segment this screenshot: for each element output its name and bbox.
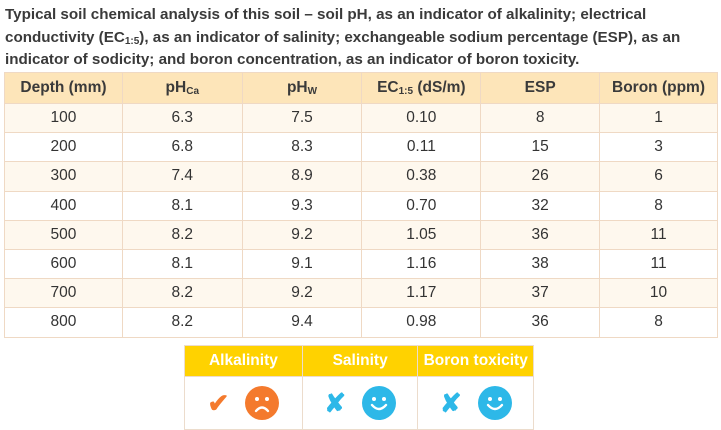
happy-face-icon: [477, 386, 512, 420]
table-cell: 36: [480, 219, 601, 250]
table-cell: 8.2: [121, 278, 243, 309]
table-cell: 8.3: [241, 132, 363, 163]
table-cell: 8: [599, 190, 718, 221]
table-cell: 0.11: [361, 132, 482, 163]
table-cell: 11: [599, 219, 718, 250]
table-cell: 8.1: [121, 190, 243, 221]
table-row: 500 8.2 9.2 1.05 36 11: [4, 219, 718, 250]
column-header-subscript: 1:5: [398, 86, 414, 97]
table-cell: 9.2: [241, 219, 363, 250]
table-cell: 6: [599, 161, 718, 192]
table-cell: 37: [480, 278, 601, 309]
column-header: EC1:5 (dS/m): [361, 72, 482, 104]
table-row: 200 6.8 8.3 0.11 15 3: [4, 132, 718, 163]
summary-header-row: Alkalinity Salinity Boron toxicity: [184, 345, 534, 377]
table-cell: 200: [4, 132, 123, 163]
table-cell: 15: [480, 132, 601, 163]
column-header-label: ESP: [524, 79, 556, 96]
check-icon: ✔: [207, 387, 230, 418]
summary-header: Alkalinity: [184, 345, 303, 377]
table-cell: 0.10: [361, 102, 482, 134]
table-cell: 700: [4, 278, 123, 309]
table-cell: 8: [599, 307, 718, 338]
table-cell: 6.3: [121, 102, 243, 134]
table-cell: 1.16: [361, 248, 482, 280]
table-cell: 8.1: [121, 248, 243, 280]
table-cell: 6.8: [121, 132, 243, 163]
column-header-label: pH: [165, 79, 187, 96]
summary-header: Boron toxicity: [417, 345, 534, 377]
table-row: 100 6.3 7.5 0.10 8 1: [4, 102, 718, 134]
table-cell: 7.5: [241, 102, 363, 134]
table-cell: 8.2: [121, 307, 243, 338]
table-cell: 38: [480, 248, 601, 280]
table-cell: 11: [599, 248, 718, 280]
column-header-label: pH: [286, 79, 308, 96]
sad-face-icon: [245, 386, 280, 420]
column-header-label: Boron (ppm): [612, 79, 705, 96]
table-cell: 0.38: [361, 161, 482, 192]
caption-text: Typical soil chemical analysis of this s…: [5, 6, 647, 46]
summary-row: ✔ ✘ ✘: [184, 376, 534, 430]
summary-cell: ✘: [417, 376, 534, 430]
cross-icon: ✘: [324, 387, 347, 418]
table-cell: 36: [480, 307, 601, 338]
table-cell: 8.2: [121, 219, 243, 250]
table-cell: 300: [4, 161, 123, 192]
table-cell: 1.05: [361, 219, 482, 250]
column-header: Depth (mm): [4, 72, 123, 104]
column-header: pHCa: [121, 72, 243, 104]
summary-table: Alkalinity Salinity Boron toxicity ✔ ✘ ✘: [184, 345, 534, 430]
caption-subscript: 1:5: [124, 35, 140, 47]
table-cell: 500: [4, 219, 123, 250]
table-cell: 800: [4, 307, 123, 338]
table-cell: 9.2: [241, 278, 363, 309]
column-header: ESP: [480, 72, 601, 104]
column-header-unit: (dS/m): [413, 79, 466, 96]
column-header-label: Depth (mm): [20, 79, 107, 96]
table-cell: 8: [480, 102, 601, 134]
table-cell: 26: [480, 161, 601, 192]
column-header-subscript: Ca: [186, 86, 200, 97]
table-row: 700 8.2 9.2 1.17 37 10: [4, 278, 718, 309]
soil-analysis-table: Depth (mm) pHCa pHW EC1:5 (dS/m) ESP Boron (p…: [4, 72, 718, 338]
column-header: Boron (ppm): [599, 72, 718, 104]
table-cell: 1.17: [361, 278, 482, 309]
table-cell: 32: [480, 190, 601, 221]
table-cell: 1: [599, 102, 718, 134]
column-header-subscript: W: [307, 86, 318, 97]
summary-cell: ✔: [184, 376, 303, 430]
table-cell: 3: [599, 132, 718, 163]
table-cell: 600: [4, 248, 123, 280]
table-row: 300 7.4 8.9 0.38 26 6: [4, 161, 718, 192]
table-cell: 10: [599, 278, 718, 309]
table-cell: 9.1: [241, 248, 363, 280]
table-cell: 9.4: [241, 307, 363, 338]
table-caption: Typical soil chemical analysis of this s…: [5, 4, 717, 72]
table-row: 800 8.2 9.4 0.98 36 8: [4, 307, 718, 338]
table-cell: 7.4: [121, 161, 243, 192]
table-row: 600 8.1 9.1 1.16 38 11: [4, 248, 718, 280]
column-header-label: EC: [377, 79, 399, 96]
table-cell: 100: [4, 102, 123, 134]
caption-text-continued: ), as an indicator of salinity; exchange…: [5, 28, 681, 69]
happy-face-icon: [362, 386, 397, 420]
cross-icon: ✘: [439, 387, 462, 418]
table-cell: 400: [4, 190, 123, 221]
summary-cell: ✘: [301, 376, 419, 430]
table-cell: 0.70: [361, 190, 482, 221]
table-header-row: Depth (mm) pHCa pHW EC1:5 (dS/m) ESP Boron (p…: [4, 72, 718, 104]
table-cell: 0.98: [361, 307, 482, 338]
table-row: 400 8.1 9.3 0.70 32 8: [4, 190, 718, 221]
table-cell: 8.9: [241, 161, 363, 192]
summary-header: Salinity: [301, 345, 419, 377]
table-cell: 9.3: [241, 190, 363, 221]
column-header: pHW: [241, 72, 363, 104]
